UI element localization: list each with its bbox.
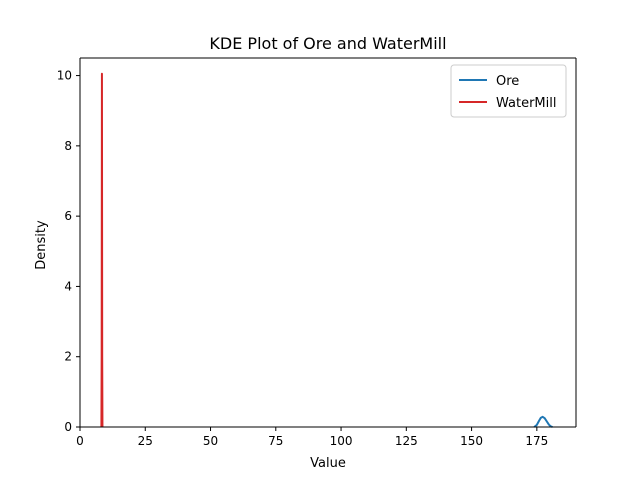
- series-line-watermill: [100, 72, 104, 428]
- plot-area: [80, 58, 576, 427]
- y-tick-label: 6: [64, 209, 72, 223]
- x-tick-label: 50: [203, 434, 218, 448]
- y-tick-label: 8: [64, 139, 72, 153]
- y-axis-label: Density: [34, 220, 49, 270]
- y-tick-label: 10: [57, 69, 72, 83]
- y-tick-label: 4: [64, 279, 72, 293]
- x-tick-label: 150: [460, 434, 483, 448]
- x-tick-label: 125: [395, 434, 418, 448]
- x-tick-label: 100: [330, 434, 353, 448]
- plot-background: [80, 58, 576, 427]
- legend: Ore WaterMill: [450, 64, 567, 118]
- legend-label-ore: Ore: [496, 74, 519, 89]
- series-layer: [100, 72, 553, 428]
- series-line-ore: [533, 415, 553, 428]
- x-tick-label: 75: [268, 434, 283, 448]
- x-tick-label: 0: [76, 434, 84, 448]
- axes-layer: 0 25 50 75 100 125 150 175 0 2 4 6 8 10: [57, 57, 577, 448]
- legend-box: [450, 64, 567, 118]
- legend-label-watermill: WaterMill: [496, 96, 556, 111]
- y-tick-label: 0: [64, 420, 72, 434]
- chart-title: KDE Plot of Ore and WaterMill: [209, 34, 446, 53]
- x-tick-label: 175: [525, 434, 548, 448]
- x-tick-label: 25: [138, 434, 153, 448]
- y-tick-label: 2: [64, 350, 72, 364]
- x-axis-label: Value: [310, 456, 346, 471]
